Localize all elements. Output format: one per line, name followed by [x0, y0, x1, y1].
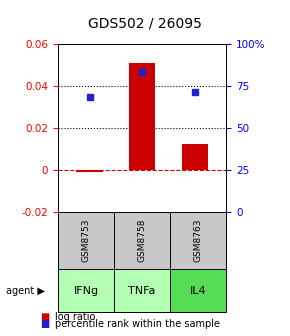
Text: GDS502 / 26095: GDS502 / 26095 — [88, 16, 202, 31]
Text: TNFa: TNFa — [128, 286, 156, 296]
Text: ■: ■ — [41, 319, 50, 329]
Bar — [76, 170, 103, 172]
Text: GSM8763: GSM8763 — [194, 218, 203, 262]
Bar — [129, 62, 155, 170]
Text: percentile rank within the sample: percentile rank within the sample — [55, 319, 220, 329]
Text: GSM8753: GSM8753 — [81, 218, 90, 262]
Text: GSM8758: GSM8758 — [137, 218, 147, 262]
Text: ■: ■ — [41, 312, 50, 322]
Text: log ratio: log ratio — [55, 312, 95, 322]
Text: IFNg: IFNg — [73, 286, 99, 296]
Text: IL4: IL4 — [190, 286, 206, 296]
Text: agent ▶: agent ▶ — [6, 286, 45, 296]
Bar — [182, 144, 208, 170]
